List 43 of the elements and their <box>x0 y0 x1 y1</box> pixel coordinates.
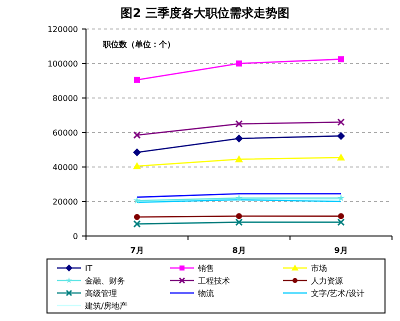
y-tick-label: 120000 <box>47 25 78 34</box>
chart-title: 图2 三季度各大职位需求走势图 <box>120 6 290 20</box>
point <box>133 220 141 228</box>
point <box>235 134 243 143</box>
legend-label: IT <box>85 264 92 273</box>
point <box>133 162 141 170</box>
point <box>337 218 345 226</box>
point <box>337 154 345 161</box>
y-tick-label: 80000 <box>52 94 78 103</box>
y-tick-label: 100000 <box>47 60 78 68</box>
x-tick-label: 9月 <box>334 246 348 255</box>
x-tick-label: 7月 <box>130 246 144 255</box>
point <box>235 120 243 128</box>
point <box>134 76 140 83</box>
point <box>337 118 345 126</box>
point <box>134 214 140 220</box>
legend-label: 文字/艺术/设计 <box>311 289 364 298</box>
legend-label: 市场 <box>311 264 327 273</box>
y-axis-title: 职位数（单位：个） <box>102 40 175 49</box>
legend-label: 建筑/房地产 <box>84 302 128 310</box>
point <box>133 148 141 156</box>
point <box>133 131 141 139</box>
legend-label: 金融、财务 <box>85 276 125 286</box>
point <box>235 155 243 162</box>
point <box>337 132 345 140</box>
point <box>235 218 243 226</box>
legend-label: 物流 <box>198 289 214 298</box>
y-tick-label: 0 <box>72 232 78 241</box>
point <box>236 213 242 220</box>
point <box>236 60 242 66</box>
point <box>338 56 344 62</box>
y-tick-label: 40000 <box>52 163 78 172</box>
legend-label: 销售 <box>197 264 214 273</box>
point <box>133 196 141 204</box>
point <box>235 194 243 202</box>
x-tick-label: 8月 <box>232 246 246 255</box>
legend-label: 高级管理 <box>85 289 117 298</box>
point <box>337 194 345 202</box>
y-tick-label: 60000 <box>52 128 78 138</box>
legend-label: 工程技术 <box>198 276 230 286</box>
point <box>338 213 344 220</box>
y-tick-label: 20000 <box>52 198 78 206</box>
legend-label: 人力资源 <box>311 276 343 286</box>
